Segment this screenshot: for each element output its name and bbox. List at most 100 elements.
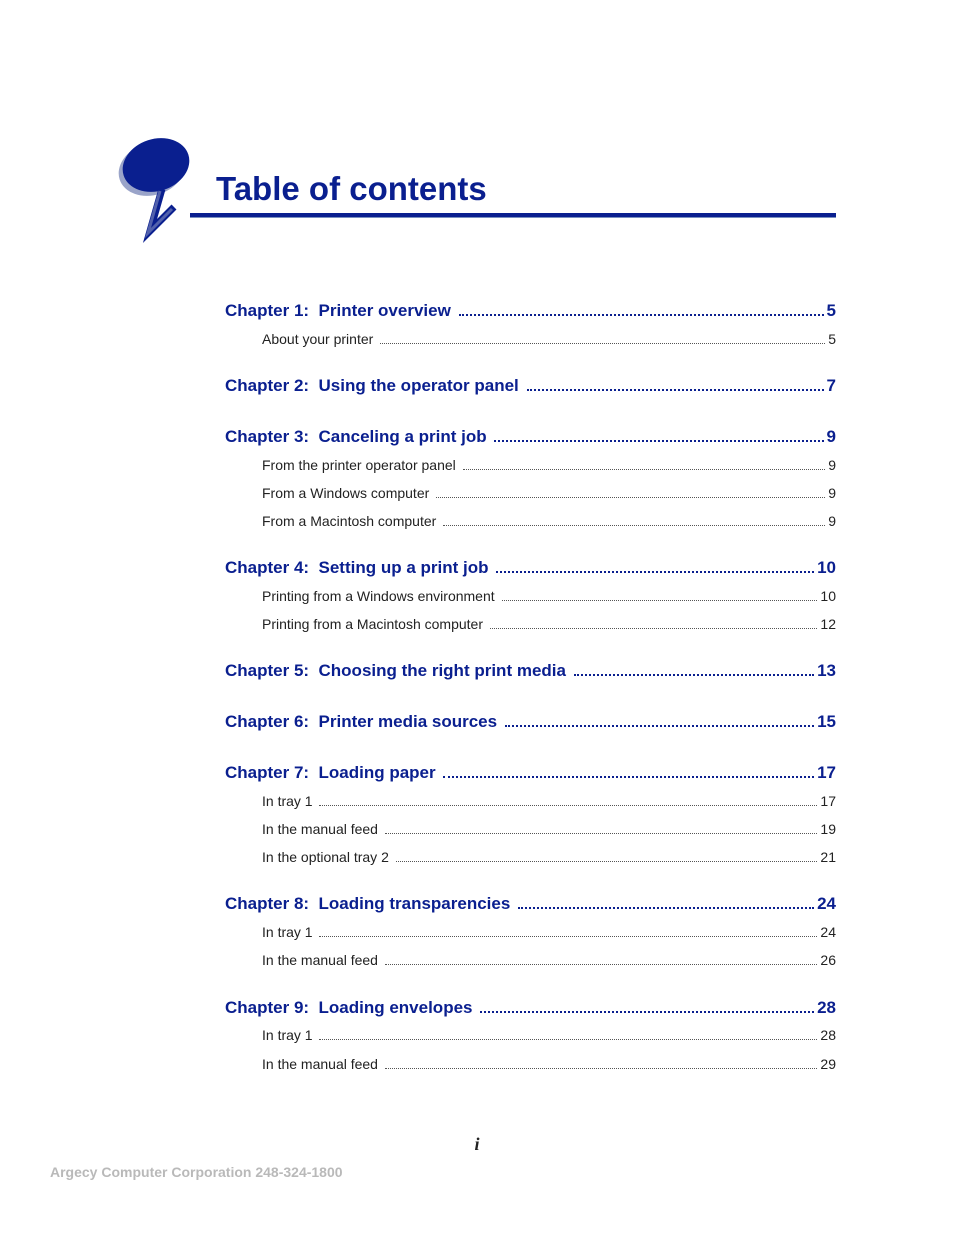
section-link[interactable]: In the optional tray 2 21: [262, 849, 836, 865]
chapter-link[interactable]: Chapter 8: Loading transparencies 24: [225, 893, 836, 916]
chapter-block: Chapter 6: Printer media sources 15: [225, 711, 836, 734]
section-page: 9: [828, 485, 836, 501]
leader-dots: [459, 307, 824, 316]
section-link[interactable]: In tray 1 28: [262, 1027, 836, 1043]
section-link[interactable]: From a Windows computer 9: [262, 485, 836, 501]
section-link[interactable]: In the manual feed 29: [262, 1056, 836, 1072]
section-label: In the manual feed: [262, 952, 382, 968]
section-link[interactable]: About your printer 5: [262, 331, 836, 347]
chapter-page: 7: [827, 375, 836, 398]
section-link[interactable]: In the manual feed 26: [262, 952, 836, 968]
section-link[interactable]: From a Macintosh computer 9: [262, 513, 836, 529]
table-of-contents: Chapter 1: Printer overview 5About your …: [225, 300, 836, 1100]
leader-dots: [490, 622, 818, 630]
chapter-block: Chapter 9: Loading envelopes 28In tray 1…: [225, 997, 836, 1072]
leader-dots: [502, 593, 818, 601]
chapter-label: Chapter 9: Loading envelopes: [225, 997, 477, 1020]
section-label: About your printer: [262, 331, 377, 347]
chapter-link[interactable]: Chapter 6: Printer media sources 15: [225, 711, 836, 734]
chapter-label: Chapter 6: Printer media sources: [225, 711, 502, 734]
chapter-label: Chapter 4: Setting up a print job: [225, 557, 493, 580]
leader-dots: [385, 827, 818, 835]
section-label: From a Macintosh computer: [262, 513, 440, 529]
footer-text: Argecy Computer Corporation 248-324-1800: [50, 1164, 343, 1180]
leader-dots: [443, 518, 825, 526]
chapter-page: 5: [827, 300, 836, 323]
chapter-block: Chapter 4: Setting up a print job 10Prin…: [225, 557, 836, 632]
section-link[interactable]: In tray 1 24: [262, 924, 836, 940]
chapter-label: Chapter 8: Loading transparencies: [225, 893, 515, 916]
chapter-link[interactable]: Chapter 1: Printer overview 5: [225, 300, 836, 323]
leader-dots: [574, 667, 814, 676]
leader-dots: [319, 1033, 817, 1041]
section-label: Printing from a Macintosh computer: [262, 616, 487, 632]
leader-dots: [380, 336, 825, 344]
leader-dots: [527, 382, 824, 391]
chapter-block: Chapter 5: Choosing the right print medi…: [225, 660, 836, 683]
chapter-block: Chapter 1: Printer overview 5About your …: [225, 300, 836, 347]
section-page: 26: [820, 952, 836, 968]
chapter-page: 15: [817, 711, 836, 734]
section-label: Printing from a Windows environment: [262, 588, 499, 604]
section-link[interactable]: From the printer operator panel 9: [262, 457, 836, 473]
section-label: From a Windows computer: [262, 485, 433, 501]
chapter-block: Chapter 3: Canceling a print job 9 From t…: [225, 426, 836, 529]
leader-dots: [319, 798, 817, 806]
section-page: 9: [828, 513, 836, 529]
section-page: 5: [828, 331, 836, 347]
chapter-page: 9: [827, 426, 836, 449]
section-label: In tray 1: [262, 793, 316, 809]
section-page: 10: [820, 588, 836, 604]
section-page: 17: [820, 793, 836, 809]
chapter-block: Chapter 2: Using the operator panel 7: [225, 375, 836, 398]
chapter-link[interactable]: Chapter 5: Choosing the right print medi…: [225, 660, 836, 683]
chapter-link[interactable]: Chapter 9: Loading envelopes 28: [225, 997, 836, 1020]
section-page: 19: [820, 821, 836, 837]
chapter-block: Chapter 8: Loading transparencies 24In t…: [225, 893, 836, 968]
section-label: In the manual feed: [262, 1056, 382, 1072]
leader-dots: [480, 1003, 814, 1012]
leader-dots: [463, 462, 826, 470]
chapter-label: Chapter 1: Printer overview: [225, 300, 456, 323]
leader-dots: [385, 958, 818, 966]
leader-dots: [443, 769, 814, 778]
leader-dots: [385, 1061, 818, 1069]
section-label: In the manual feed: [262, 821, 382, 837]
chapter-label: Chapter 7: Loading paper: [225, 762, 440, 785]
leader-dots: [496, 564, 814, 573]
section-page: 28: [820, 1027, 836, 1043]
leader-dots: [518, 900, 814, 909]
chapter-page: 28: [817, 997, 836, 1020]
chapter-label: Chapter 5: Choosing the right print medi…: [225, 660, 571, 683]
section-page: 21: [820, 849, 836, 865]
section-link[interactable]: Printing from a Windows environment 10: [262, 588, 836, 604]
section-link[interactable]: Printing from a Macintosh computer 12: [262, 616, 836, 632]
leader-dots: [505, 718, 814, 727]
header-rule-thin: [190, 217, 836, 218]
section-label: In tray 1: [262, 1027, 316, 1043]
chapter-link[interactable]: Chapter 2: Using the operator panel 7: [225, 375, 836, 398]
section-page: 29: [820, 1056, 836, 1072]
section-link[interactable]: In tray 1 17: [262, 793, 836, 809]
chapter-page: 10: [817, 557, 836, 580]
section-page: 9: [828, 457, 836, 473]
page-number: i: [0, 1134, 954, 1155]
chapter-block: Chapter 7: Loading paper 17In tray 1 17I…: [225, 762, 836, 865]
section-label: From the printer operator panel: [262, 457, 460, 473]
section-label: In the optional tray 2: [262, 849, 393, 865]
document-page: Table of contents Chapter 1: Printer ove…: [0, 0, 954, 1235]
page-title: Table of contents: [216, 170, 487, 208]
leader-dots: [436, 490, 825, 498]
chapter-link[interactable]: Chapter 7: Loading paper 17: [225, 762, 836, 785]
leader-dots: [319, 930, 817, 938]
section-link[interactable]: In the manual feed 19: [262, 821, 836, 837]
section-page: 12: [820, 616, 836, 632]
chapter-link[interactable]: Chapter 3: Canceling a print job 9: [225, 426, 836, 449]
leader-dots: [494, 433, 823, 442]
chapter-page: 24: [817, 893, 836, 916]
chapter-page: 13: [817, 660, 836, 683]
section-page: 24: [820, 924, 836, 940]
logo-icon: [110, 135, 200, 245]
chapter-link[interactable]: Chapter 4: Setting up a print job 10: [225, 557, 836, 580]
section-label: In tray 1: [262, 924, 316, 940]
